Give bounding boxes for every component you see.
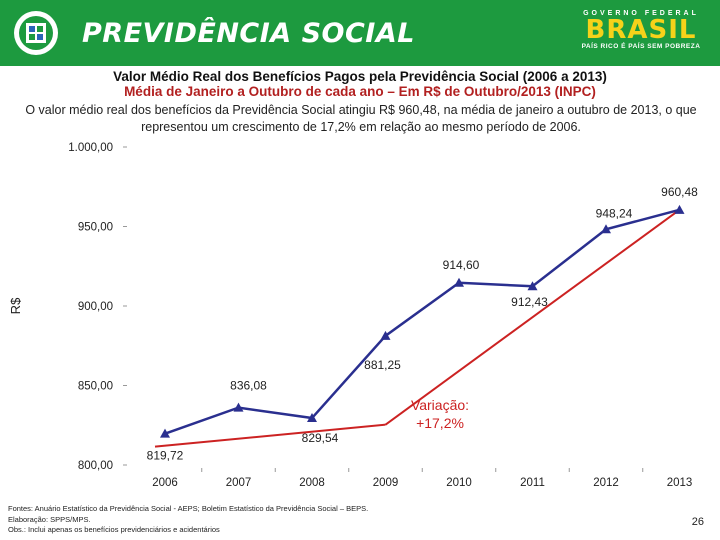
data-point-marker [674, 204, 685, 214]
header-bar: PREVIDÊNCIA SOCIAL GOVERNO FEDERAL BRASI… [0, 0, 720, 66]
gov-slogan-text: PAÍS RICO É PAÍS SEM POBREZA [581, 43, 701, 50]
data-label: 948,24 [596, 206, 633, 220]
gov-brasil-text: BRASIL [585, 15, 697, 45]
y-axis-label: R$ [8, 297, 23, 314]
y-tick-label: 950,00 [78, 222, 113, 234]
data-label: 829,54 [302, 431, 339, 445]
footer-notes: Fontes: Anuário Estatístico da Previdênc… [8, 504, 368, 536]
governo-federal-logo: GOVERNO FEDERAL BRASIL PAÍS RICO É PAÍS … [566, 10, 716, 60]
data-label: 881,25 [364, 358, 401, 372]
variation-label-line1: Variação: [411, 397, 469, 413]
chart-subtitle: Média de Janeiro a Outubro de cada ano –… [124, 84, 596, 99]
y-tick-label: 850,00 [78, 381, 113, 393]
data-point-marker [307, 413, 317, 423]
variation-label-line2: +17,2% [416, 415, 464, 431]
x-tick-label: 2007 [226, 477, 252, 489]
data-label: 836,08 [230, 379, 267, 393]
variation-baseline-line [154, 423, 386, 448]
data-point-marker [454, 277, 464, 287]
x-tick-label: 2010 [446, 477, 472, 489]
previdencia-logo-icon [14, 11, 58, 55]
data-label: 912,43 [511, 295, 548, 309]
footer-observation: Obs.: Inclui apenas os benefícios previd… [8, 525, 220, 534]
footer-sources: Fontes: Anuário Estatístico da Previdênc… [8, 504, 369, 513]
data-point-marker [233, 402, 244, 412]
x-tick-label: 2012 [593, 477, 619, 489]
series-line [164, 208, 680, 435]
y-tick-label: 900,00 [78, 301, 113, 313]
x-tick-label: 2011 [520, 477, 545, 489]
x-tick-label: 2006 [152, 477, 178, 489]
data-point-marker [527, 281, 538, 291]
footer-elaboration: Elaboração: SPPS/MPS. [8, 514, 91, 524]
variation-growth-line [384, 209, 681, 426]
data-label: 960,48 [661, 185, 698, 199]
chart-description: O valor médio real dos benefícios da Pre… [25, 103, 697, 134]
data-point-marker [160, 428, 170, 438]
data-point-marker [380, 330, 391, 340]
page-number: 26 [691, 516, 704, 528]
x-tick-label: 2013 [667, 477, 693, 489]
line-chart: R$ 800,00 850,00 900,00 950,00 1.000,00 2006 20… [8, 142, 698, 489]
data-point-marker [601, 224, 611, 234]
data-label: 914,60 [443, 258, 480, 272]
chart-title: Valor Médio Real dos Benefícios Pagos pe… [113, 69, 607, 84]
gov-top-text: GOVERNO FEDERAL [583, 10, 699, 17]
y-tick-label: 1.000,00 [68, 142, 113, 154]
brand-title: PREVIDÊNCIA SOCIAL [82, 18, 415, 49]
data-label: 819,72 [147, 449, 184, 463]
y-tick-label: 800,00 [78, 460, 113, 472]
x-tick-label: 2009 [373, 477, 399, 489]
x-tick-label: 2008 [299, 477, 325, 489]
